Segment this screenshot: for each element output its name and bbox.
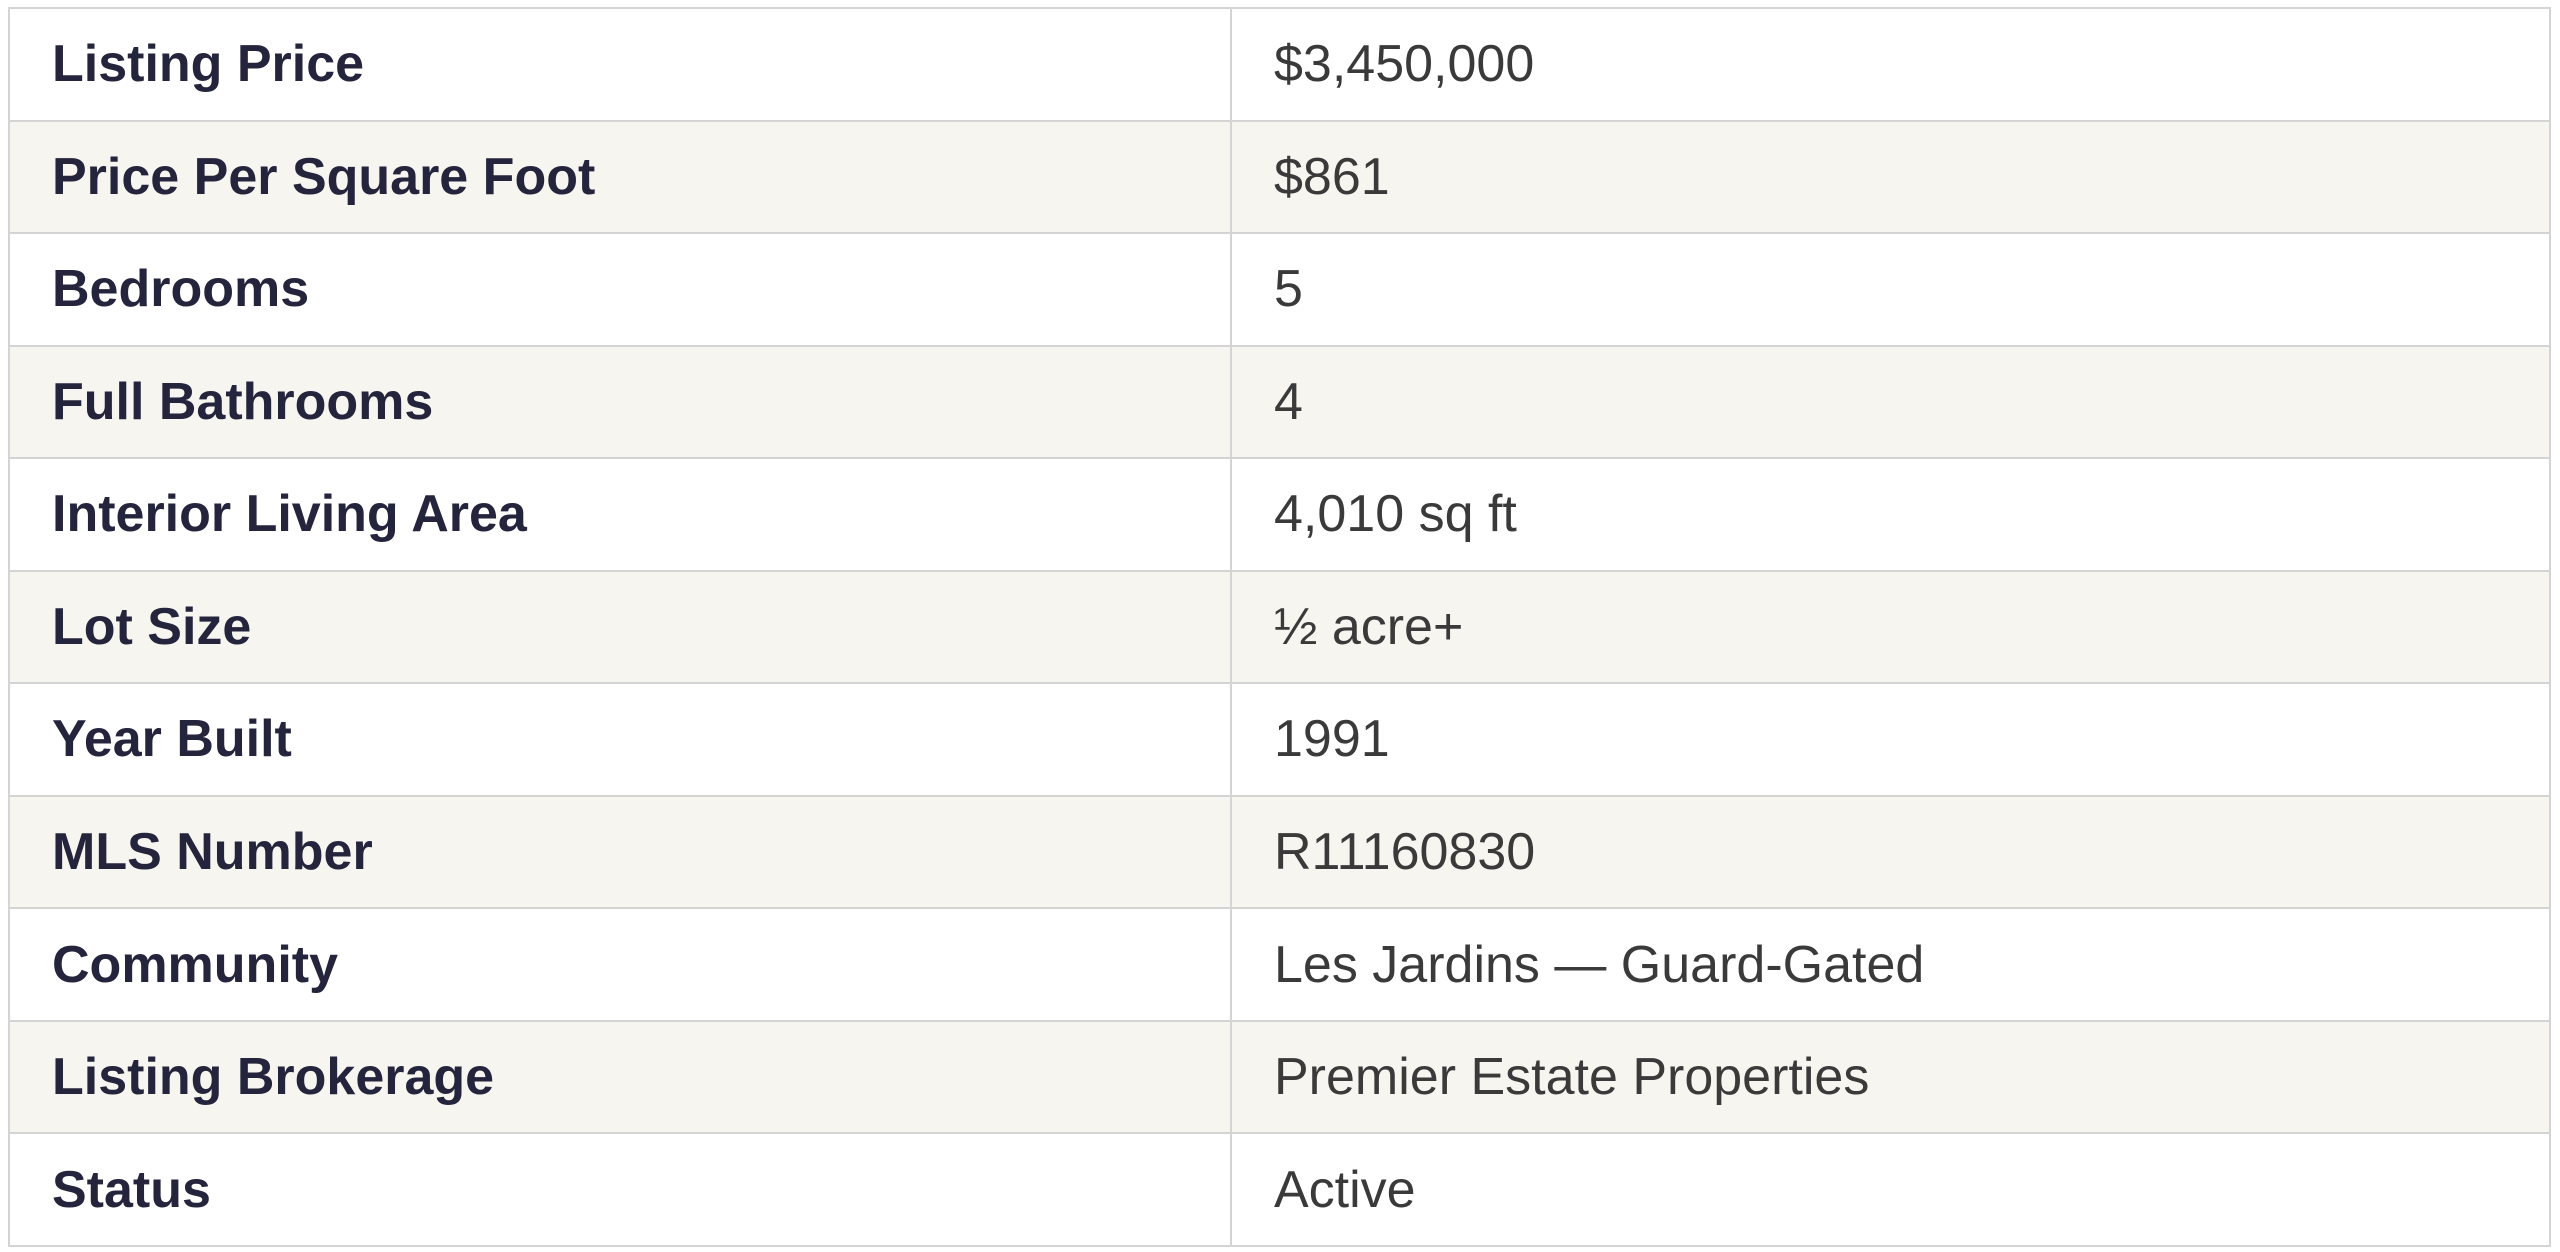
table-row: Bedrooms 5: [8, 232, 2551, 347]
table-row: Price Per Square Foot $861: [8, 119, 2551, 235]
row-label: Full Bathrooms: [8, 344, 1232, 460]
row-value: Les Jardins — Guard-Gated: [1230, 907, 2551, 1022]
table-row: Full Bathrooms 4: [8, 344, 2551, 460]
table-row: Community Les Jardins — Guard-Gated: [8, 907, 2551, 1022]
table-row: MLS Number R11160830: [8, 794, 2551, 910]
table-body: Listing Price $3,450,000 Price Per Square …: [8, 7, 2551, 1247]
row-value: 4,010 sq ft: [1230, 457, 2551, 572]
row-value: 4: [1230, 344, 2551, 460]
row-label: Year Built: [8, 682, 1232, 797]
row-label: Interior Living Area: [8, 457, 1232, 572]
row-value: $3,450,000: [1230, 7, 2551, 122]
table-row: Listing Price $3,450,000: [8, 7, 2551, 122]
row-label: Bedrooms: [8, 232, 1232, 347]
row-value: R11160830: [1230, 794, 2551, 910]
table-row: Interior Living Area 4,010 sq ft: [8, 457, 2551, 572]
row-label: Listing Price: [8, 7, 1232, 122]
row-label: Listing Brokerage: [8, 1019, 1232, 1135]
row-value: ½ acre+: [1230, 569, 2551, 685]
row-value: $861: [1230, 119, 2551, 235]
row-value: 5: [1230, 232, 2551, 347]
table-row: Lot Size ½ acre+: [8, 569, 2551, 685]
row-value: 1991: [1230, 682, 2551, 797]
row-value: Active: [1230, 1132, 2551, 1247]
table-row: Listing Brokerage Premier Estate Properti…: [8, 1019, 2551, 1135]
row-label: MLS Number: [8, 794, 1232, 910]
row-value: Premier Estate Properties: [1230, 1019, 2551, 1135]
table-row: Status Active: [8, 1132, 2551, 1247]
row-label: Community: [8, 907, 1232, 1022]
row-label: Status: [8, 1132, 1232, 1247]
table-row: Year Built 1991: [8, 682, 2551, 797]
details-table: Listing Price $3,450,000 Price Per Square …: [8, 7, 2551, 1247]
row-label: Lot Size: [8, 569, 1232, 685]
row-label: Price Per Square Foot: [8, 119, 1232, 235]
